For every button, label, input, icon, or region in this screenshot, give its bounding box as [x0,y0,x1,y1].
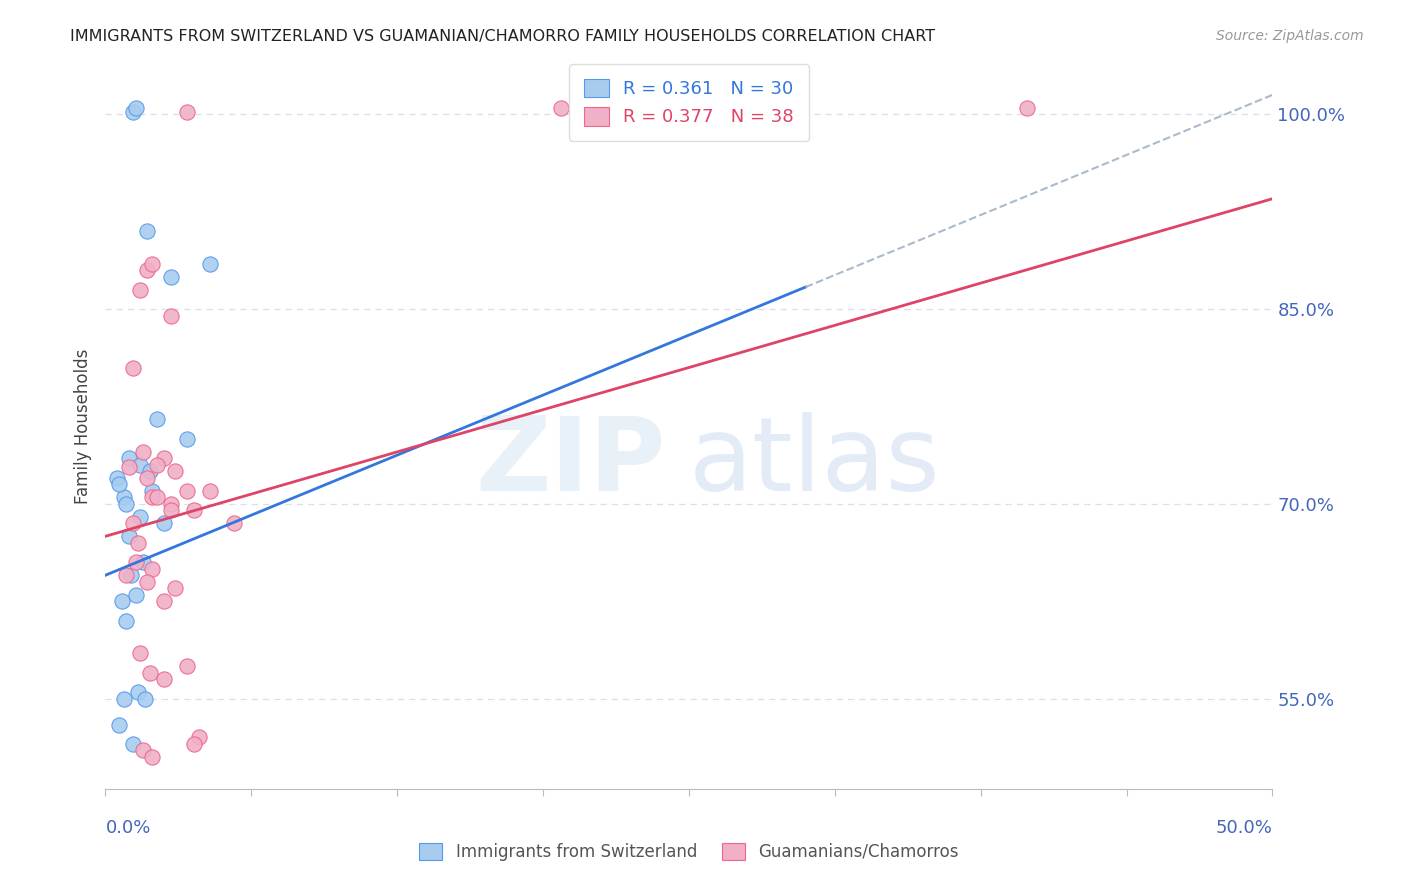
Y-axis label: Family Households: Family Households [73,348,91,504]
Text: Source: ZipAtlas.com: Source: ZipAtlas.com [1216,29,1364,44]
Point [105,471,128,485]
Text: 0.0%: 0.0% [105,819,150,837]
Point [122,360,145,375]
Text: ZIP: ZIP [475,412,665,513]
Point [125,588,148,602]
Point [141,562,163,576]
Point [136,471,159,485]
Point [115,614,138,628]
Text: atlas: atlas [689,412,941,513]
Point [165,581,187,595]
Point [129,458,152,472]
Point [112,491,135,505]
Point [127,685,149,699]
Point [783,107,806,121]
Point [132,555,155,569]
Point [115,568,138,582]
Point [136,574,159,589]
Point [159,503,181,517]
Point [134,691,156,706]
Point [176,659,198,673]
Point [187,731,209,745]
Point [146,458,169,472]
Point [125,101,148,115]
Point [141,483,163,498]
Point [129,283,152,297]
Point [122,516,145,531]
Point [122,737,145,751]
Point [176,483,198,498]
Point [1017,101,1039,115]
Point [129,509,152,524]
Point [222,516,245,531]
Point [159,497,181,511]
Point [141,257,163,271]
Point [596,101,619,115]
Point [183,737,205,751]
Point [136,263,159,277]
Text: 50.0%: 50.0% [1216,819,1272,837]
Point [112,691,135,706]
Point [111,594,134,608]
Point [118,451,141,466]
Point [153,516,174,531]
Point [125,555,148,569]
Point [118,460,141,475]
Point [159,309,181,323]
Point [200,257,222,271]
Point [129,646,152,660]
Point [159,269,181,284]
Point [146,491,169,505]
Point [141,491,163,505]
Point [122,104,145,119]
Point [141,750,163,764]
Point [176,432,198,446]
Point [183,503,205,517]
Point [132,445,155,459]
Point [120,568,142,582]
Point [153,672,174,686]
Point [139,665,162,680]
Legend: R = 0.361   N = 30, R = 0.377   N = 38: R = 0.361 N = 30, R = 0.377 N = 38 [569,64,808,141]
Point [115,497,138,511]
Point [176,104,198,119]
Legend: Immigrants from Switzerland, Guamanians/Chamorros: Immigrants from Switzerland, Guamanians/… [412,836,966,868]
Point [136,224,159,238]
Point [139,464,162,478]
Point [132,743,155,757]
Point [153,451,174,466]
Point [550,101,572,115]
Point [200,483,222,498]
Text: IMMIGRANTS FROM SWITZERLAND VS GUAMANIAN/CHAMORRO FAMILY HOUSEHOLDS CORRELATION : IMMIGRANTS FROM SWITZERLAND VS GUAMANIAN… [70,29,935,45]
Point [146,412,169,426]
Point [108,717,131,731]
Point [153,594,174,608]
Point [165,464,187,478]
Point [127,535,149,549]
Point [118,529,141,543]
Point [108,477,131,491]
